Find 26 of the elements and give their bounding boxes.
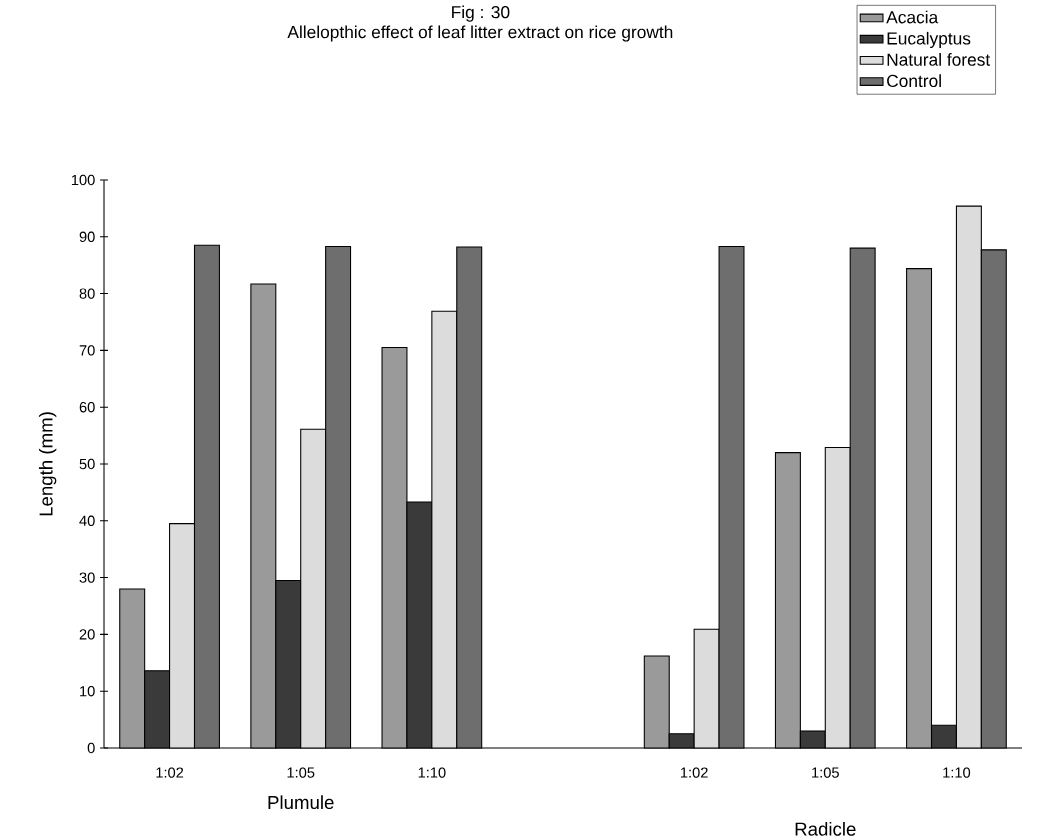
- y-tick-label: 20: [79, 629, 95, 640]
- y-tick-label: 30: [79, 572, 95, 583]
- x-tick-label: 1:05: [812, 767, 839, 778]
- x-tick-label: 1:02: [680, 767, 708, 778]
- y-tick-label: 100: [71, 174, 95, 186]
- x-tick-label: 1:05: [287, 767, 315, 778]
- y-tick-label: 80: [79, 288, 95, 299]
- y-tick-label: 90: [79, 231, 95, 242]
- legend-label: Control: [887, 74, 941, 88]
- legend-label: Eucalyptus: [887, 31, 971, 49]
- x-tick-label: 1:10: [943, 767, 971, 778]
- legend-label: Acacia: [886, 10, 939, 24]
- chart-title: Fig : 30: [452, 5, 510, 22]
- y-tick-label: 50: [79, 458, 95, 470]
- y-axis-title: Length (mm): [38, 412, 57, 516]
- legend-label: Natural forest: [887, 53, 991, 66]
- text: Radicle: [795, 822, 856, 836]
- y-tick-label: 40: [79, 515, 95, 526]
- y-tick-label: 10: [80, 686, 95, 697]
- chart-subtitle: Allelopthic effect of leaf litter extract on rice growth: [287, 25, 673, 42]
- x-tick-label: 1:02: [156, 767, 184, 778]
- text: Plumule: [268, 795, 334, 810]
- y-tick-label: 0: [87, 742, 95, 754]
- y-tick-label: 60: [79, 402, 95, 413]
- x-tick-label: 1:10: [418, 767, 446, 778]
- y-tick-label: 70: [79, 345, 95, 356]
